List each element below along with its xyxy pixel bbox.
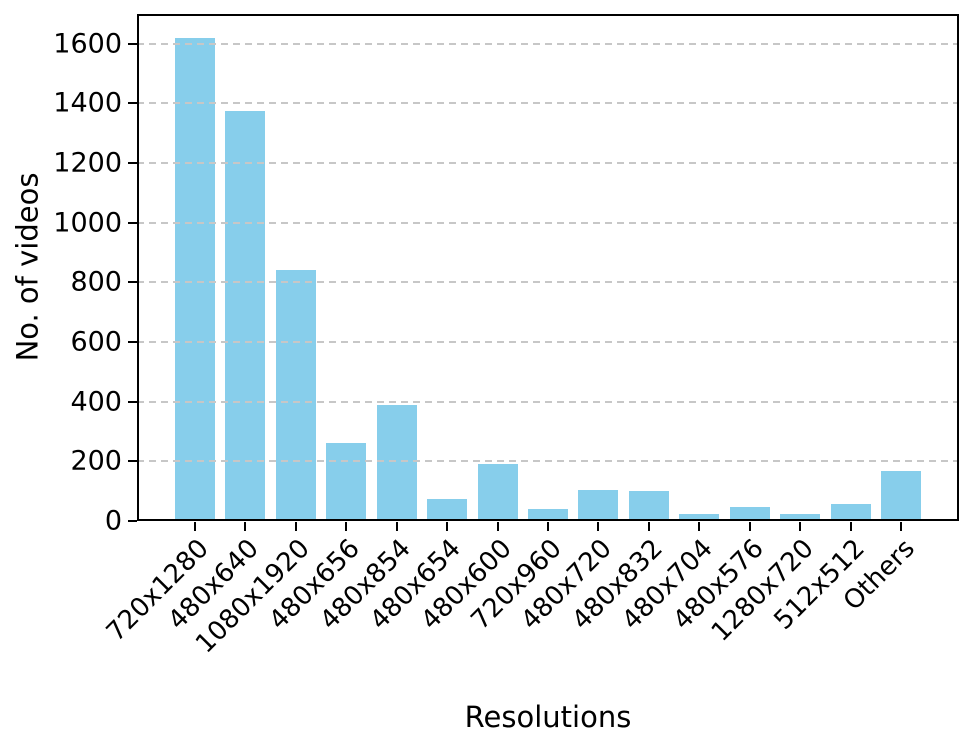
bar-512x512	[830, 504, 871, 521]
x-tick-mark	[345, 522, 348, 531]
y-tick-mark	[128, 520, 137, 522]
bar-480x832	[628, 491, 669, 521]
y-tick-label: 800	[70, 266, 122, 298]
y-axis-title: No. of videos	[10, 172, 45, 362]
gridline-y-200	[137, 460, 959, 463]
bar-Others	[881, 470, 921, 521]
y-tick-label: 1400	[53, 87, 122, 119]
gridline-y-800	[137, 281, 959, 284]
y-tick-mark	[128, 460, 137, 463]
x-tick-mark	[395, 522, 398, 531]
y-tick-mark	[128, 221, 137, 224]
gridline-y-1000	[137, 221, 959, 224]
y-tick-label: 1600	[53, 28, 122, 60]
y-tick-mark	[128, 42, 137, 45]
y-tick-mark	[128, 102, 137, 105]
bar-480x854	[376, 404, 417, 521]
bar-1280x720	[780, 513, 821, 521]
bar-480x656	[326, 443, 367, 521]
y-tick-label: 1000	[53, 207, 122, 239]
y-tick-label: 1200	[53, 147, 122, 179]
bar-480x654	[427, 498, 468, 521]
bar-480x720	[578, 489, 619, 521]
gridline-y-1200	[137, 162, 959, 165]
gridline-y-600	[137, 341, 959, 344]
y-tick-label: 200	[70, 445, 122, 477]
bar-1080x1920	[275, 270, 316, 521]
y-tick-label: 600	[70, 326, 122, 358]
x-tick-mark	[748, 522, 751, 531]
y-tick-mark	[128, 341, 137, 344]
x-tick-mark	[698, 522, 701, 531]
gridline-y-1400	[137, 102, 959, 105]
x-tick-mark	[294, 522, 297, 531]
x-tick-mark	[900, 522, 902, 531]
x-tick-mark	[849, 522, 852, 531]
x-tick-mark	[647, 522, 650, 531]
x-tick-mark	[244, 522, 247, 531]
y-tick-mark	[128, 281, 137, 284]
x-tick-mark	[597, 522, 600, 531]
x-axis-title: Resolutions	[464, 700, 632, 734]
bar-480x640	[225, 110, 266, 521]
bar-720x960	[528, 509, 568, 521]
y-tick-label: 400	[70, 386, 122, 418]
bar-480x704	[679, 513, 720, 521]
gridline-y-1600	[137, 42, 959, 45]
bar-480x576	[729, 506, 770, 521]
x-tick-mark	[547, 522, 549, 531]
x-tick-mark	[496, 522, 499, 531]
x-tick-mark	[799, 522, 802, 531]
gridline-y-400	[137, 400, 959, 403]
bar-480x600	[477, 464, 518, 521]
x-tick-mark	[446, 522, 449, 531]
x-tick-mark	[194, 522, 196, 531]
y-tick-label: 0	[104, 505, 122, 537]
y-tick-mark	[128, 162, 137, 165]
plot-area: 0 200 400 600 800 1000 1200 1400 1600 720x1280 480…	[53, 14, 959, 659]
bar-720x1280	[175, 37, 215, 521]
y-tick-mark	[128, 400, 137, 403]
